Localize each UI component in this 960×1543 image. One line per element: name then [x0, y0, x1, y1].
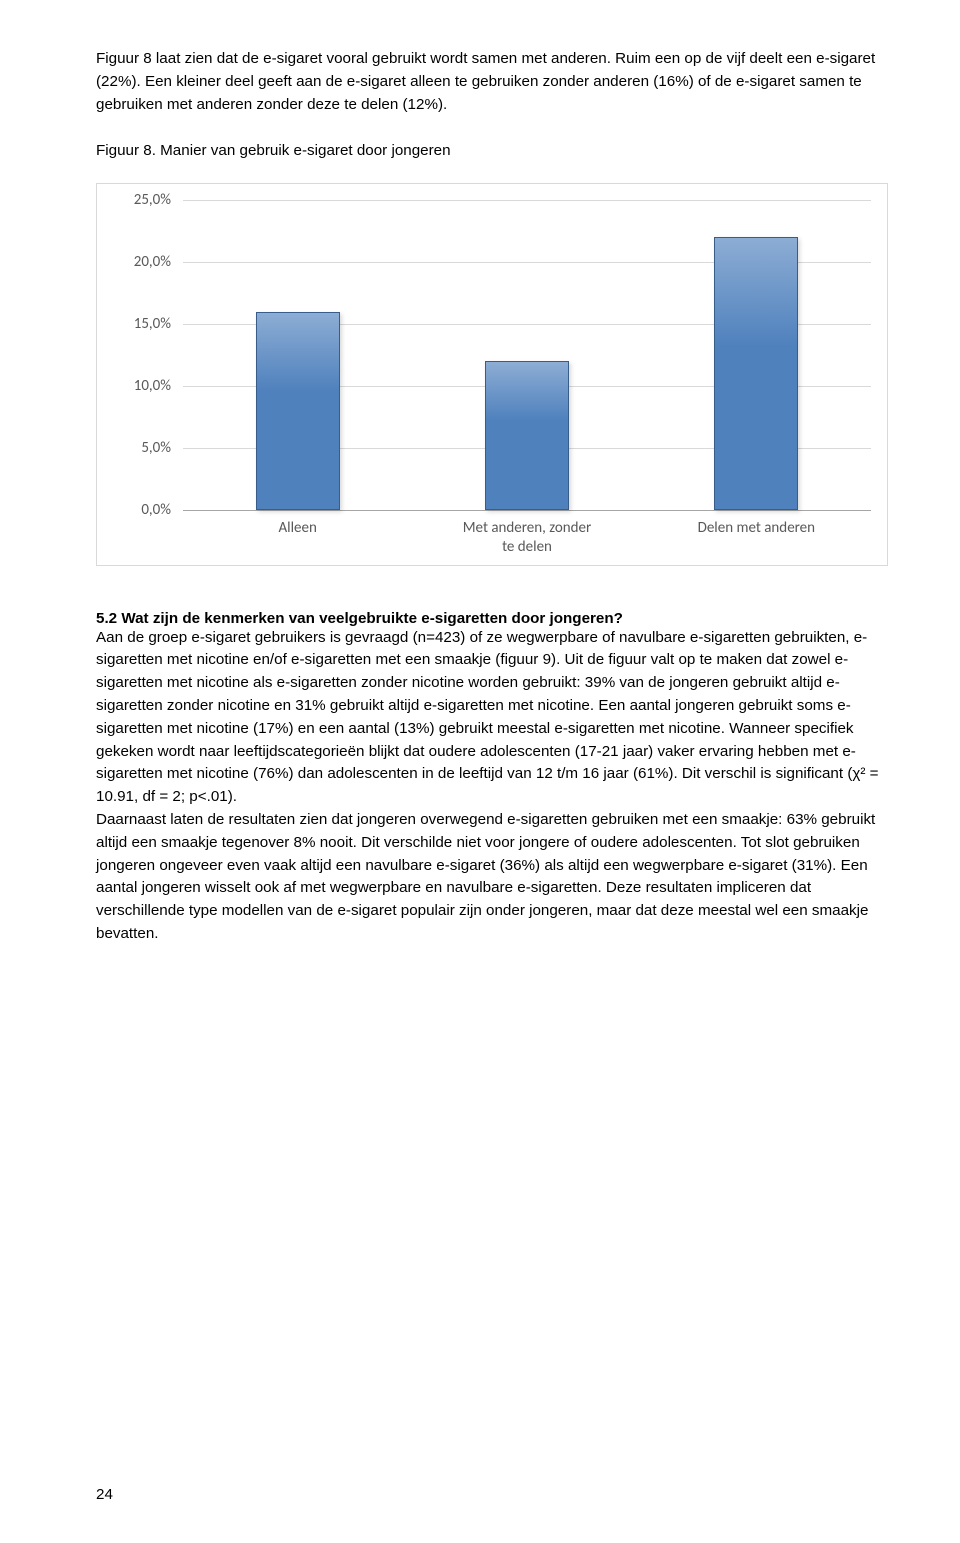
intro-paragraph: Figuur 8 laat zien dat de e-sigaret voor… [96, 48, 888, 116]
chart-bar-group [412, 200, 641, 510]
chart-x-tick-label: Met anderen, zonderte delen [412, 511, 641, 557]
usage-chart: 0,0%5,0%10,0%15,0%20,0%25,0% AlleenMet a… [96, 183, 888, 566]
page: Figuur 8 laat zien dat de e-sigaret voor… [0, 0, 960, 1543]
figure-caption: Figuur 8. Manier van gebruik e-sigaret d… [96, 140, 888, 163]
chart-y-tick-label: 15,0% [134, 315, 183, 333]
chart-y-tick-label: 10,0% [134, 377, 183, 395]
chart-x-tick-label: Delen met anderen [642, 511, 871, 557]
page-number: 24 [96, 1486, 113, 1503]
chart-y-tick-label: 0,0% [141, 501, 183, 519]
chart-x-axis: AlleenMet anderen, zonderte delenDelen m… [183, 511, 871, 557]
body-paragraph: Aan de groep e-sigaret gebruikers is gev… [96, 627, 888, 946]
chart-bar [714, 237, 798, 510]
chart-bar [256, 312, 340, 510]
chart-bars-row [183, 200, 871, 510]
chart-x-tick-label: Alleen [183, 511, 412, 557]
chart-bar-group [642, 200, 871, 510]
chart-bar-group [183, 200, 412, 510]
chart-bar [485, 361, 569, 510]
chart-plot-area: 0,0%5,0%10,0%15,0%20,0%25,0% [183, 200, 871, 511]
chart-y-tick-label: 20,0% [134, 253, 183, 271]
section-heading: 5.2 Wat zijn de kenmerken van veelgebrui… [96, 610, 888, 627]
chart-y-tick-label: 25,0% [134, 191, 183, 209]
chart-y-tick-label: 5,0% [141, 439, 183, 457]
